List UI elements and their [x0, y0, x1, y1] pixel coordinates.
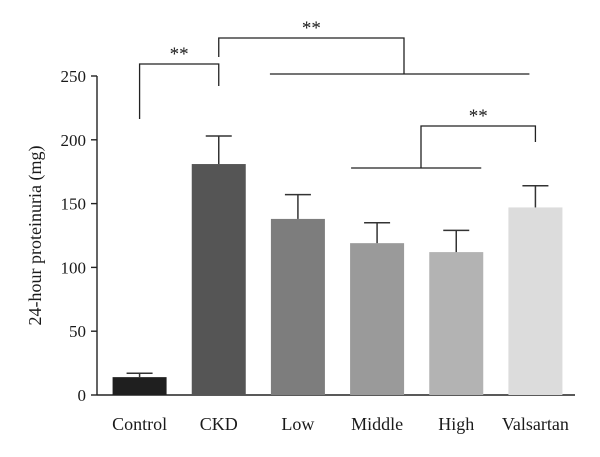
y-tick-label: 50 [69, 322, 86, 341]
significance-label: ** [170, 44, 189, 65]
bar-control [112, 377, 167, 395]
category-label-ckd: CKD [200, 414, 238, 434]
bar-ckd [191, 164, 246, 395]
category-label-middle: Middle [351, 414, 403, 434]
category-label-control: Control [112, 414, 167, 434]
significance-bracket-control-ckd [138, 63, 220, 119]
bar-high [429, 252, 484, 395]
bar-low [270, 218, 325, 395]
y-tick-label: 150 [61, 195, 87, 214]
significance-bracket-ckd-treatments [218, 37, 405, 74]
y-tick-label: 250 [61, 67, 87, 86]
significance-bracket-middle-high-valsartan [420, 125, 537, 168]
significance-label: ** [302, 18, 321, 39]
y-tick-label: 100 [61, 258, 87, 277]
bar-middle [350, 243, 405, 395]
bar-valsartan [508, 207, 563, 395]
y-tick-label: 200 [61, 131, 87, 150]
y-tick-label: 0 [78, 386, 87, 405]
category-label-high: High [438, 414, 474, 434]
significance-label: ** [469, 106, 488, 127]
category-label-valsartan: Valsartan [502, 414, 569, 434]
y-axis-title: 24-hour proteinuria (mg) [25, 146, 46, 326]
category-label-low: Low [281, 414, 314, 434]
